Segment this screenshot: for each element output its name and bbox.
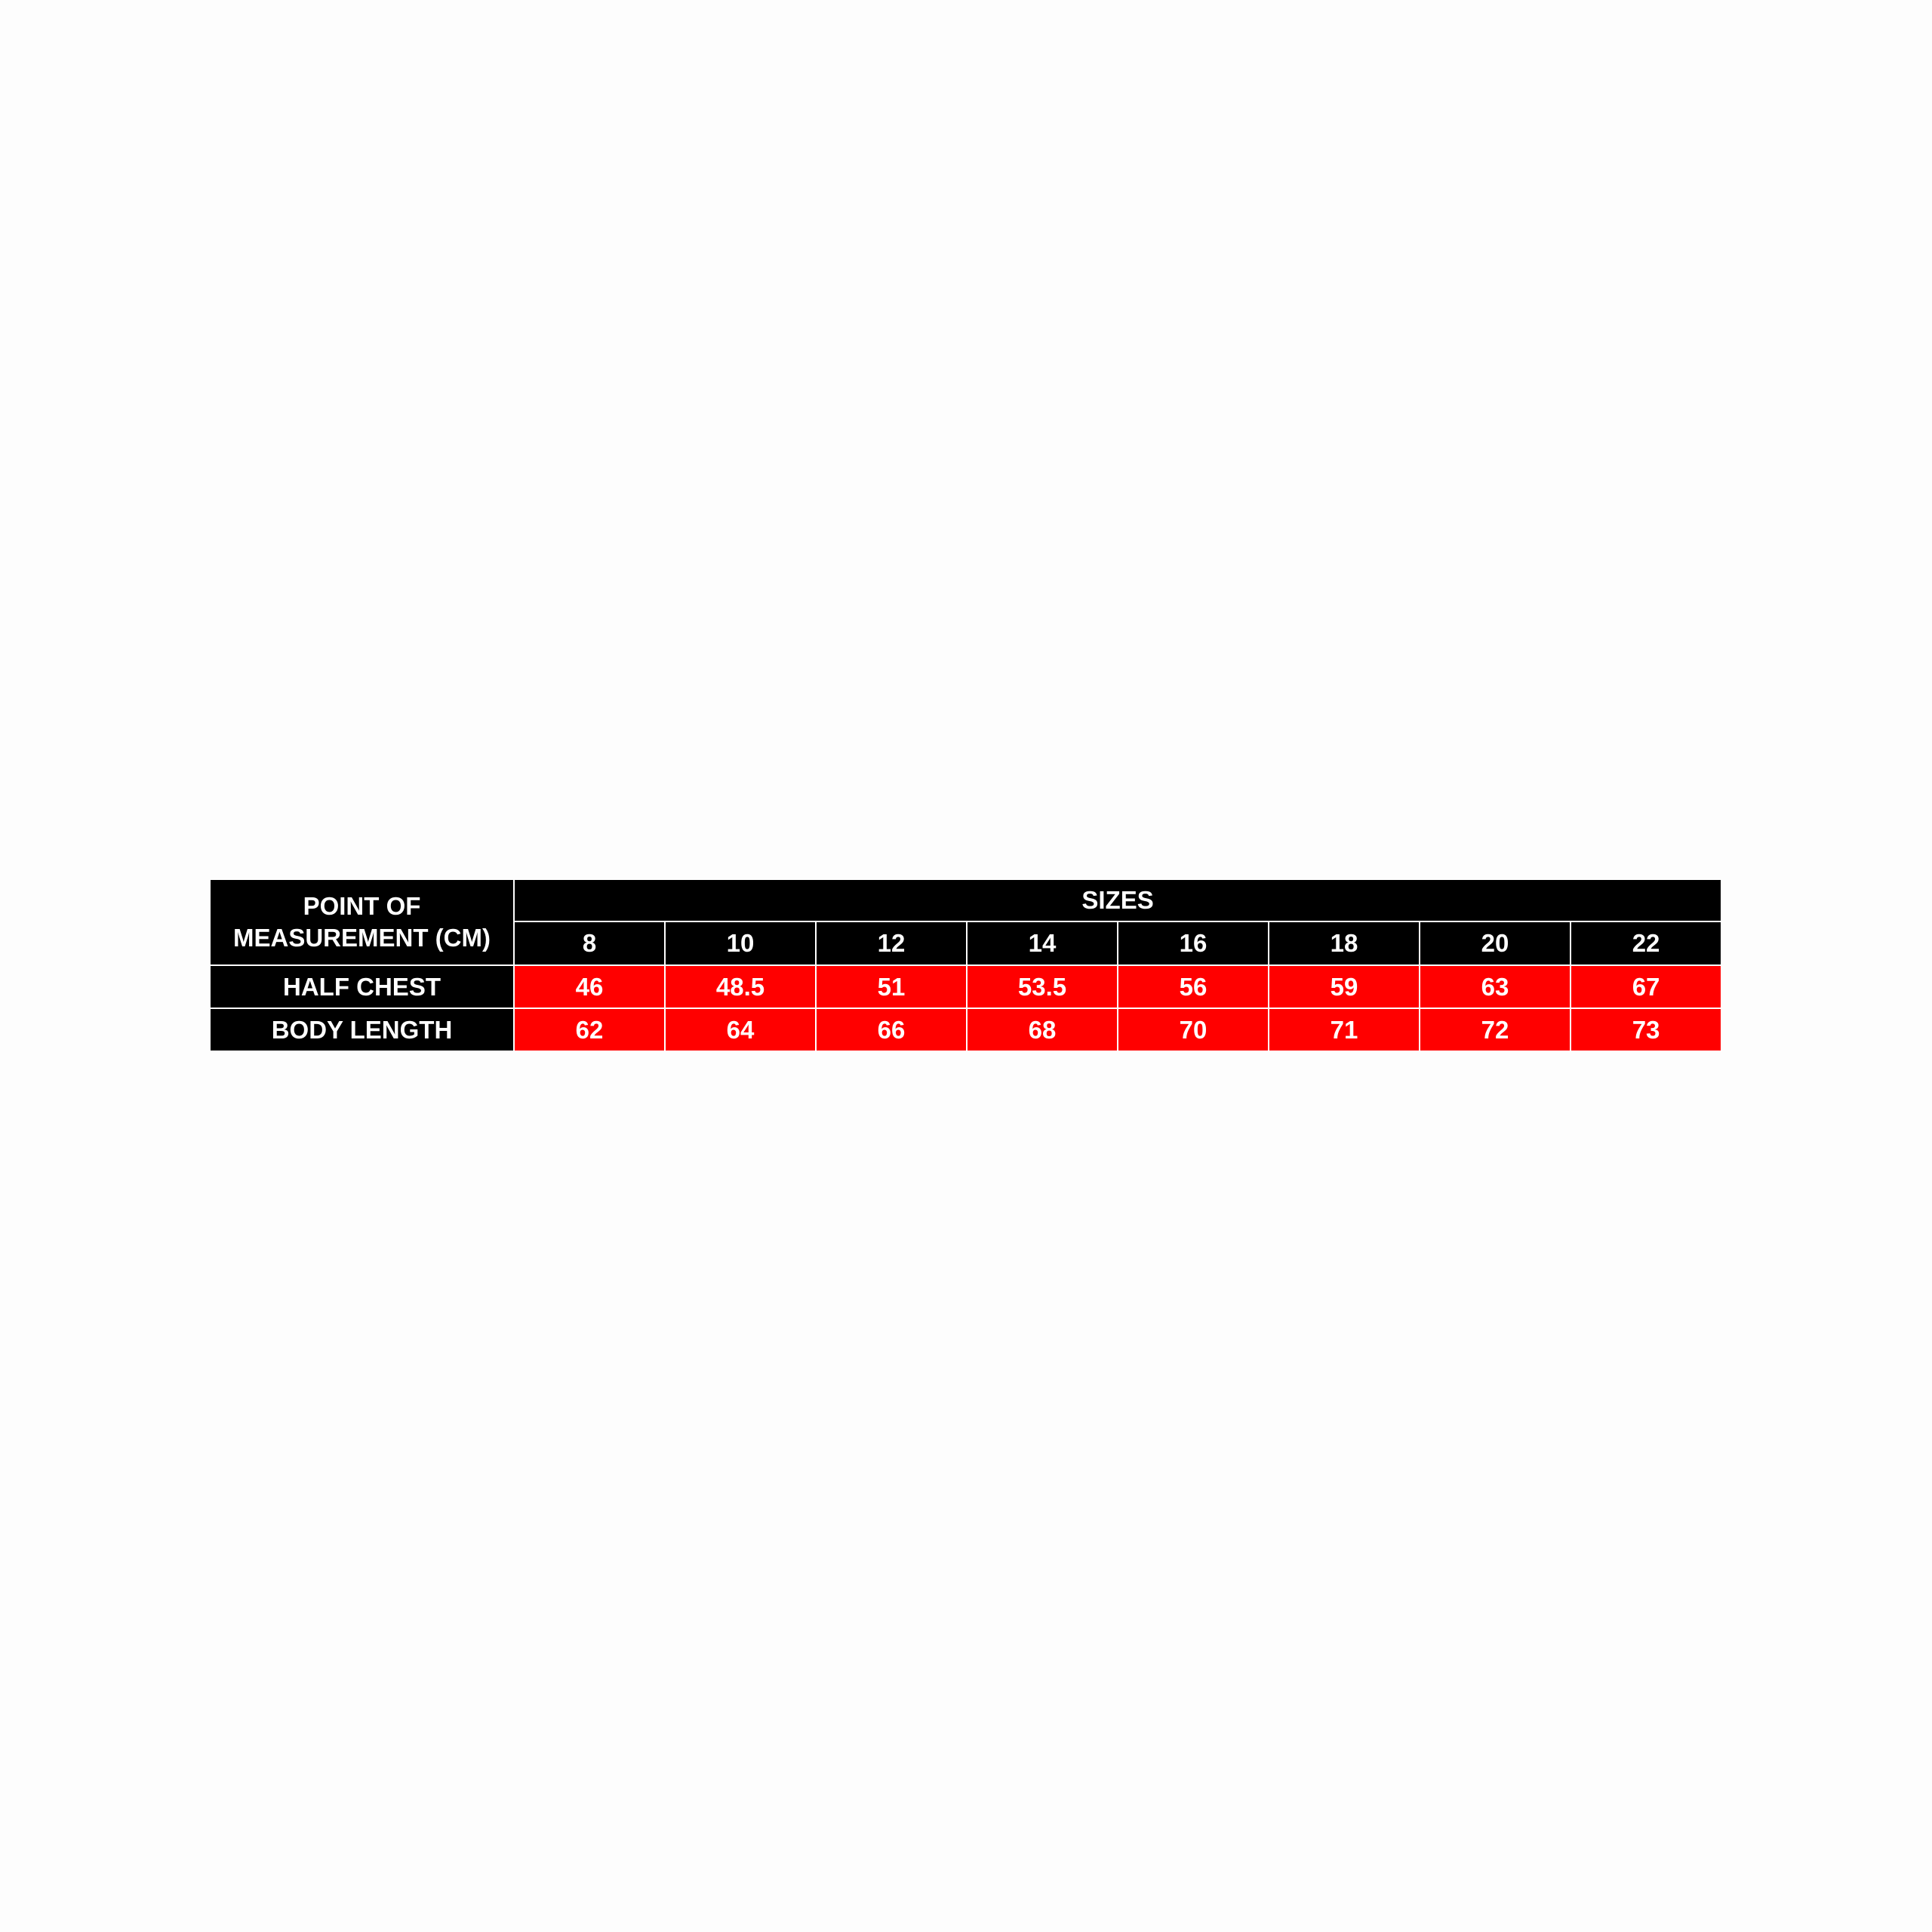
value-cell: 72	[1419, 1008, 1571, 1052]
size-cell: 14	[966, 921, 1118, 966]
size-cell: 22	[1569, 921, 1723, 966]
size-cell: 10	[664, 921, 817, 966]
value-cell: 67	[1569, 964, 1723, 1009]
row-label: BODY LENGTH	[211, 1008, 515, 1052]
value-cell: 66	[815, 1008, 968, 1052]
size-cell: 20	[1419, 921, 1571, 966]
value-cell: 63	[1419, 964, 1571, 1009]
sizes-label: SIZES	[512, 880, 1723, 922]
corner-label: POINT OF MEASUREMENT (CM)	[211, 880, 515, 966]
row-label: HALF CHEST	[211, 964, 515, 1009]
size-cell: 16	[1117, 921, 1269, 966]
value-cell: 59	[1268, 964, 1420, 1009]
size-cell: 8	[514, 921, 666, 966]
value-cell: 68	[966, 1008, 1118, 1052]
value-cell: 64	[664, 1008, 817, 1052]
size-cell: 12	[815, 921, 968, 966]
measurement-row: HALF CHEST 46 48.5 51 53.5 56 59 63 67	[211, 964, 1723, 1009]
value-cell: 73	[1569, 1008, 1723, 1052]
size-table: POINT OF MEASUREMENT (CM) SIZES 8 10 12 14 16 1…	[211, 880, 1723, 1052]
value-cell: 53.5	[966, 964, 1118, 1009]
measurement-row: BODY LENGTH 62 64 66 68 70 71 72 73	[211, 1008, 1723, 1052]
value-cell: 46	[513, 964, 666, 1009]
value-cell: 56	[1117, 964, 1269, 1009]
value-cell: 48.5	[664, 964, 817, 1009]
header-row: POINT OF MEASUREMENT (CM) SIZES	[211, 880, 1723, 966]
sizes-row: 8 10 12 14 16 18 20 22	[211, 921, 1723, 966]
value-cell: 70	[1117, 1008, 1269, 1052]
size-cell: 18	[1268, 921, 1420, 966]
value-cell: 71	[1268, 1008, 1420, 1052]
value-cell: 51	[815, 964, 968, 1009]
value-cell: 62	[513, 1008, 666, 1052]
